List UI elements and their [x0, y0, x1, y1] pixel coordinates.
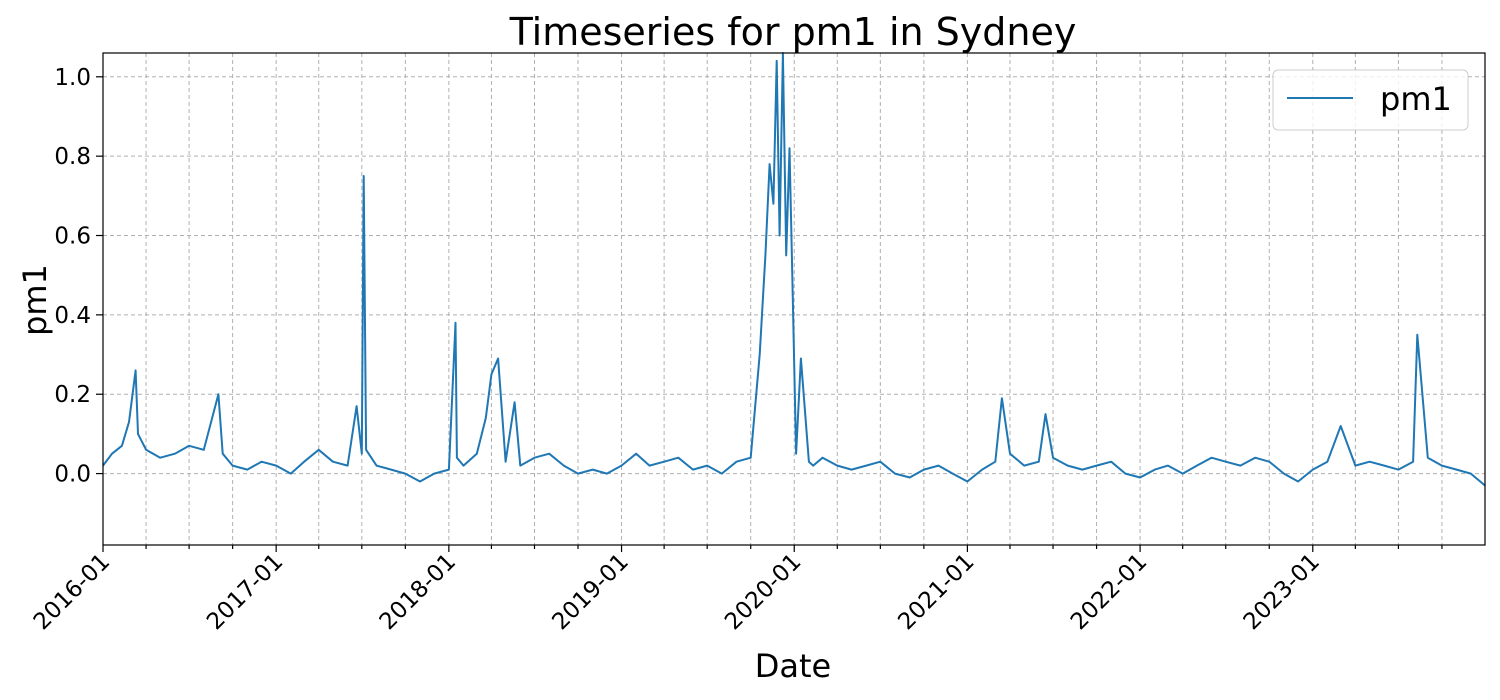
- y-tick-label: 0.2: [54, 382, 91, 408]
- ticks-layer: 0.0 0.2 0.4 0.6 0.8 1.0 2016-01 2017-01 2018-01 2…: [29, 65, 1442, 635]
- y-tick-label: 0.4: [54, 303, 91, 329]
- y-tick-label: 0.6: [54, 224, 91, 250]
- y-tick-label: 0.0: [54, 462, 91, 488]
- legend-label-pm1: pm1: [1380, 80, 1452, 118]
- x-tick-label: 2021-01: [893, 549, 979, 635]
- chart-title: Timeseries for pm1 in Sydney: [509, 10, 1077, 54]
- x-tick-label: 2018-01: [375, 549, 461, 635]
- x-tick-label: 2022-01: [1066, 549, 1152, 635]
- x-axis-label: Date: [755, 647, 831, 685]
- y-axis-label: pm1: [16, 264, 54, 336]
- x-tick-label: 2023-01: [1239, 549, 1325, 635]
- x-tick-label: 2019-01: [547, 549, 633, 635]
- x-tick-label: 2016-01: [29, 549, 115, 635]
- legend: pm1: [1273, 70, 1468, 130]
- y-tick-label: 1.0: [54, 65, 91, 91]
- y-tick-label: 0.8: [54, 144, 91, 170]
- x-tick-label: 2020-01: [720, 549, 806, 635]
- x-tick-label: 2017-01: [202, 549, 288, 635]
